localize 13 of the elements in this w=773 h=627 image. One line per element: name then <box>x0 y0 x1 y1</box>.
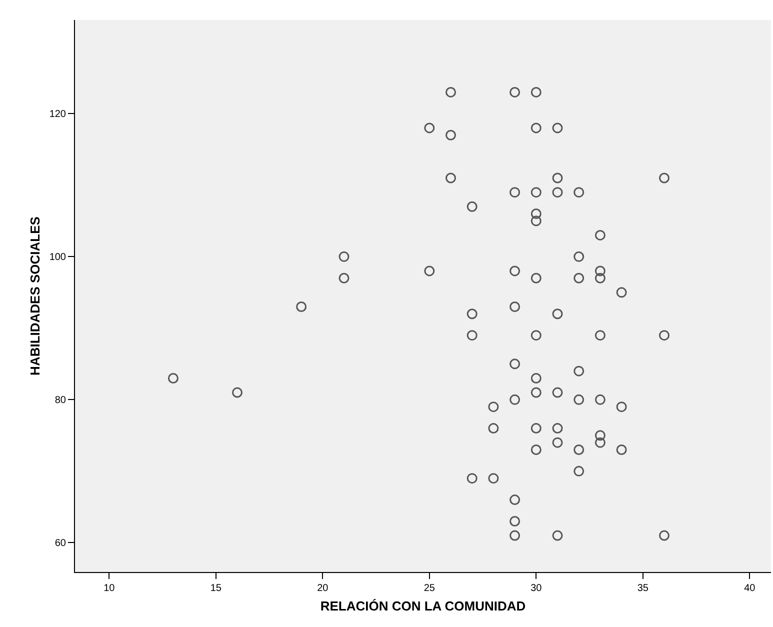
x-tick-label: 10 <box>104 583 116 594</box>
x-axis-title: RELACIÓN CON LA COMUNIDAD <box>320 598 526 614</box>
x-tick-label: 25 <box>424 583 436 594</box>
y-tick-label: 80 <box>54 395 66 406</box>
x-tick-label: 15 <box>210 583 222 594</box>
x-tick-label: 20 <box>317 583 329 594</box>
x-tick-label: 30 <box>530 583 542 594</box>
y-tick-label: 120 <box>49 109 66 120</box>
y-tick-label: 60 <box>54 538 66 550</box>
y-tick-label: 100 <box>49 252 66 264</box>
x-tick-label: 35 <box>637 583 649 594</box>
x-tick-label: 40 <box>744 583 756 594</box>
y-axis-title: HABILIDADES SOCIALES <box>27 216 42 376</box>
